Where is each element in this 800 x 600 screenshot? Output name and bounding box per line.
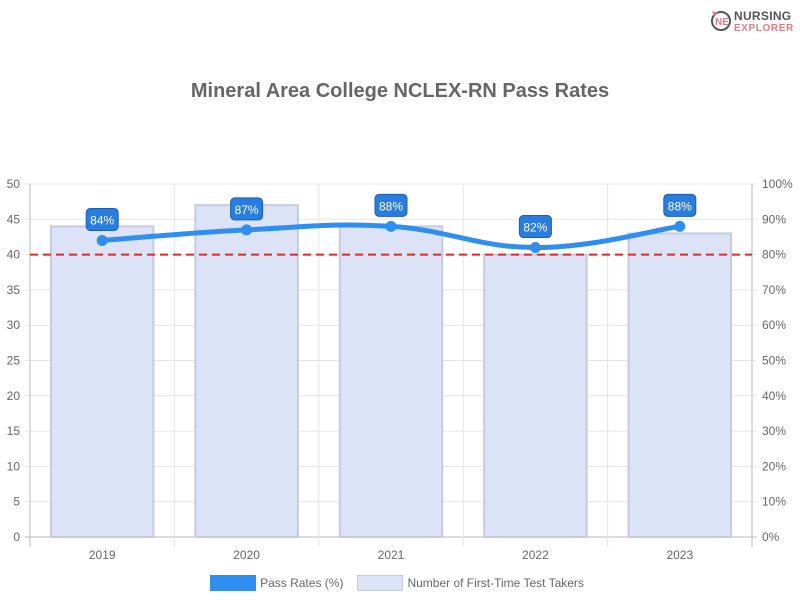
legend: Pass Rates (%) Number of First-Time Test… <box>0 575 800 591</box>
data-label-box <box>663 193 697 217</box>
data-label-box <box>230 197 264 221</box>
pass-rate-point-2023 <box>674 220 686 232</box>
logo-icon: NE <box>711 11 731 31</box>
x-tick-label: 2021 <box>378 548 405 562</box>
left-tick-label: 10 <box>7 459 21 473</box>
x-tick-label: 2022 <box>522 548 549 562</box>
left-tick-label: 30 <box>7 318 21 332</box>
left-tick-label: 50 <box>7 177 21 191</box>
bar-2020 <box>194 204 299 538</box>
left-tick-label: 25 <box>7 354 21 368</box>
logo-text-2: EXPLORER <box>734 23 794 34</box>
right-tick-label: 30% <box>762 424 786 438</box>
data-label-box <box>85 207 119 231</box>
right-tick-label: 60% <box>762 318 786 332</box>
right-tick-label: 50% <box>762 354 786 368</box>
right-tick-label: 40% <box>762 389 786 403</box>
right-tick-label: 10% <box>762 495 786 509</box>
left-tick-label: 45 <box>7 212 21 226</box>
right-tick-label: 20% <box>762 459 786 473</box>
right-tick-label: 90% <box>762 212 786 226</box>
right-tick-label: 70% <box>762 283 786 297</box>
legend-swatch <box>210 575 257 591</box>
bar-2019 <box>49 225 155 539</box>
data-label-box <box>518 215 552 239</box>
data-label: 87% <box>235 203 259 217</box>
left-tick-label: 0 <box>13 530 20 544</box>
data-label-box <box>374 193 408 217</box>
legend-swatch <box>357 575 404 591</box>
left-tick-label: 40 <box>7 248 21 262</box>
data-label: 82% <box>523 221 547 235</box>
legend-item-pass-rates[interactable]: Pass Rates (%) <box>210 575 343 591</box>
bar-2022 <box>483 253 588 538</box>
legend-label: Number of First-Time Test Takers <box>407 576 584 590</box>
left-tick-label: 20 <box>7 389 21 403</box>
right-tick-label: 100% <box>762 177 793 191</box>
right-tick-label: 80% <box>762 248 786 262</box>
legend-item-test-takers[interactable]: Number of First-Time Test Takers <box>357 575 584 591</box>
bar-2023 <box>627 232 733 538</box>
left-tick-label: 15 <box>7 424 21 438</box>
x-tick-label: 2019 <box>89 548 116 562</box>
logo-text-1: NURSING <box>734 9 792 23</box>
pass-rate-point-2021 <box>385 220 397 232</box>
pass-rate-point-2020 <box>241 224 253 236</box>
pass-rate-point-2022 <box>529 242 541 254</box>
bar-2021 <box>338 225 444 539</box>
right-tick-label: 0% <box>762 530 780 544</box>
data-label: 88% <box>379 199 403 213</box>
data-label: 84% <box>90 213 114 227</box>
left-tick-label: 5 <box>13 495 20 509</box>
svg-text:NE: NE <box>715 17 729 28</box>
left-tick-label: 35 <box>7 283 21 297</box>
chart-title: Mineral Area College NCLEX-RN Pass Rates <box>190 80 610 102</box>
nursing-explorer-logo: NE NURSING EXPLORER <box>710 8 795 36</box>
x-tick-label: 2023 <box>666 548 693 562</box>
pass-rate-point-2019 <box>96 234 108 246</box>
legend-label: Pass Rates (%) <box>260 576 344 590</box>
x-tick-label: 2020 <box>233 548 260 562</box>
data-label: 88% <box>668 199 692 213</box>
